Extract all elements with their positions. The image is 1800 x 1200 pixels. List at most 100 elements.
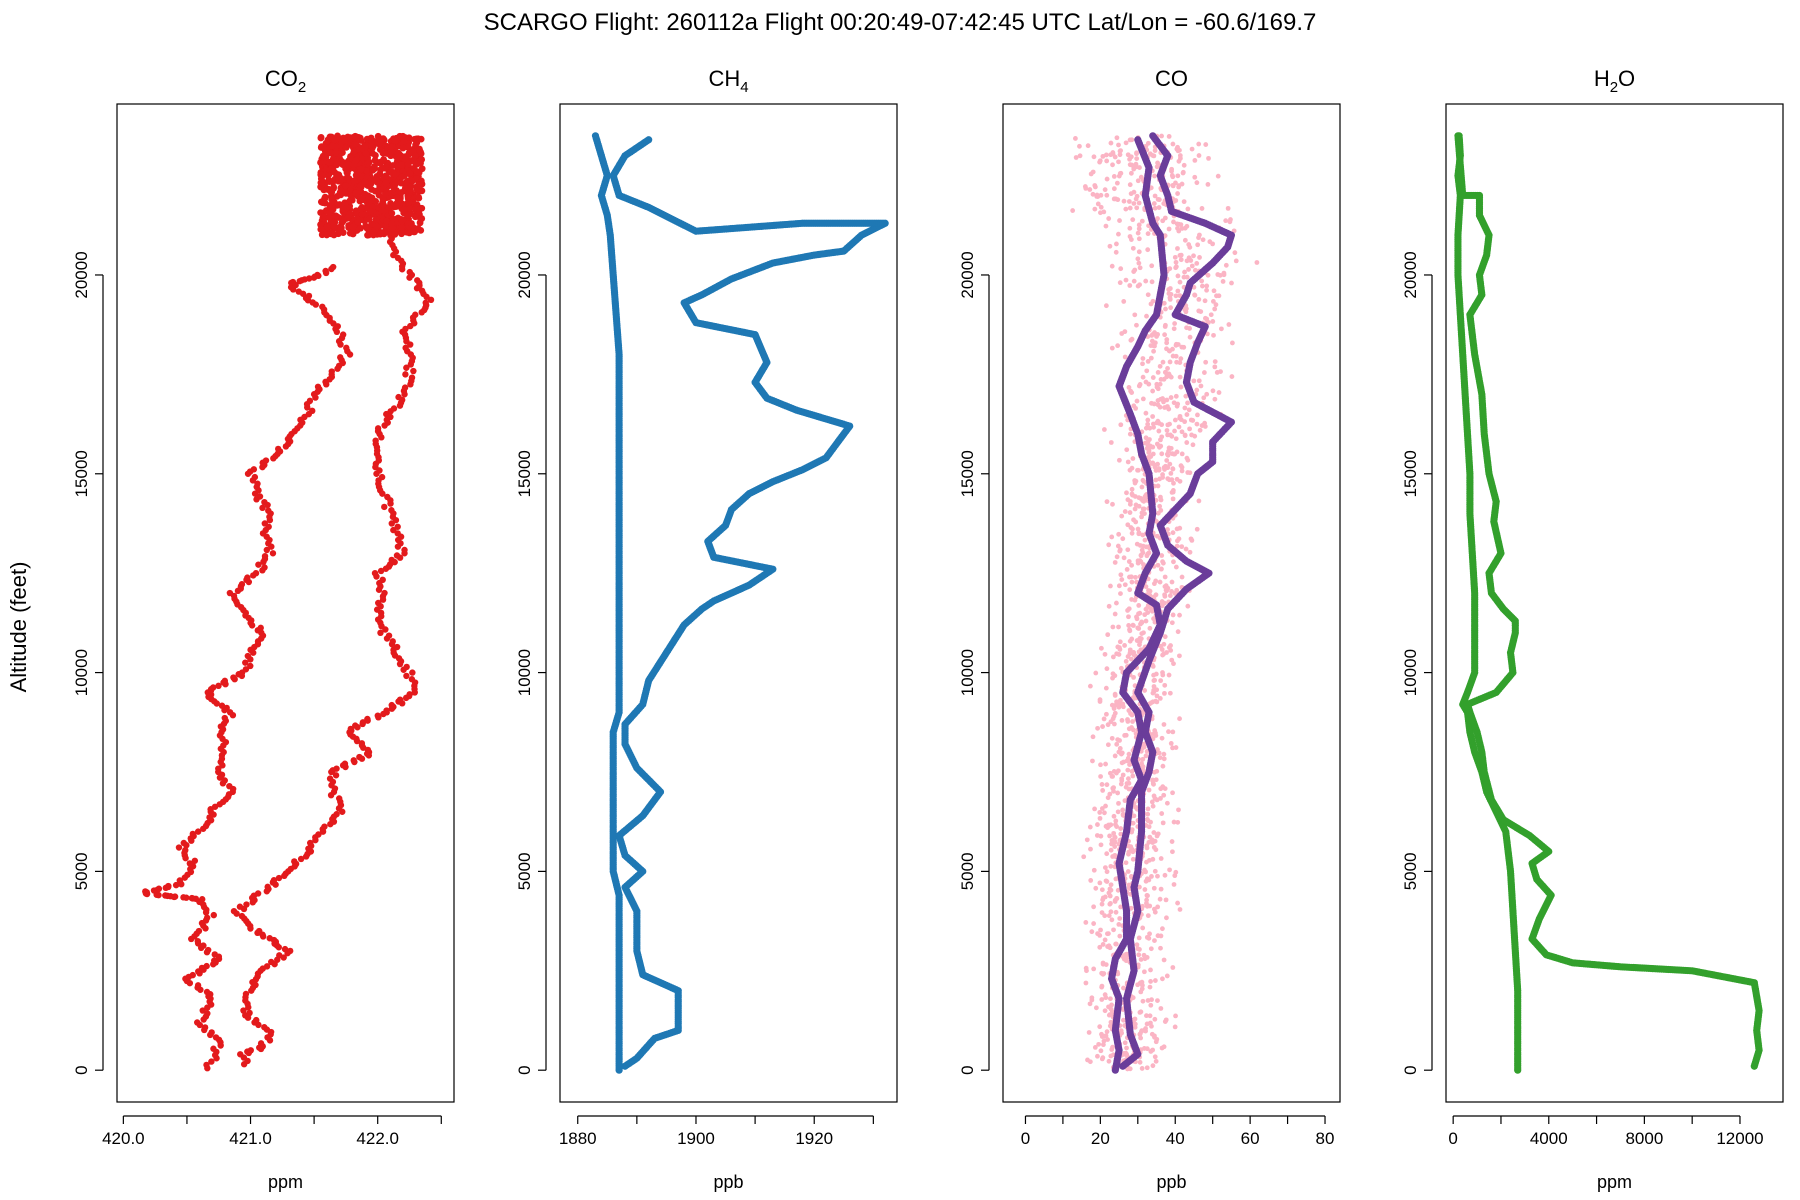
data-point xyxy=(1122,354,1128,360)
data-point xyxy=(1152,1054,1158,1060)
data-point xyxy=(1155,386,1161,392)
data-point xyxy=(186,860,194,867)
data-point xyxy=(1112,834,1117,840)
data-point xyxy=(1218,326,1224,332)
data-point xyxy=(1169,620,1175,626)
data-point xyxy=(399,144,407,152)
data-point xyxy=(1142,956,1148,962)
data-point xyxy=(1142,887,1148,892)
data-point xyxy=(1090,734,1096,740)
data-point xyxy=(338,175,346,183)
data-point xyxy=(1136,249,1142,255)
data-point xyxy=(208,1029,215,1036)
data-point xyxy=(1100,153,1106,159)
data-point xyxy=(374,188,382,196)
data-point xyxy=(358,740,366,747)
data-point xyxy=(1122,798,1128,804)
data-point xyxy=(242,990,250,998)
data-point xyxy=(388,507,395,514)
data-point xyxy=(1105,742,1111,748)
data-point xyxy=(1129,636,1135,642)
data-point xyxy=(1144,1021,1150,1027)
data-point xyxy=(402,344,409,352)
data-point xyxy=(406,268,413,276)
data-point xyxy=(1097,810,1103,815)
data-point xyxy=(1210,388,1216,394)
data-point xyxy=(1130,719,1135,724)
data-point xyxy=(1189,146,1195,152)
data-point xyxy=(417,159,424,167)
data-point xyxy=(1116,921,1122,927)
data-point xyxy=(1205,182,1211,187)
data-point xyxy=(1159,735,1165,741)
data-point xyxy=(1182,405,1188,411)
data-point xyxy=(1155,369,1161,375)
data-point xyxy=(1201,370,1207,375)
data-point xyxy=(254,480,261,487)
data-point xyxy=(1212,306,1218,312)
data-point xyxy=(342,182,350,190)
data-point xyxy=(1157,444,1162,450)
data-point xyxy=(1126,623,1132,628)
data-point xyxy=(1131,813,1137,819)
data-point xyxy=(1192,433,1198,439)
data-point xyxy=(1158,795,1163,801)
data-point xyxy=(226,782,233,790)
data-point xyxy=(1172,321,1178,326)
data-point xyxy=(250,466,258,473)
data-point xyxy=(1164,800,1170,806)
data-point xyxy=(1138,1009,1144,1015)
data-point xyxy=(1124,490,1129,496)
data-point xyxy=(1112,673,1118,679)
data-point xyxy=(1115,790,1121,796)
data-point xyxy=(1163,587,1169,593)
data-point xyxy=(1111,813,1117,819)
data-point xyxy=(1123,860,1129,866)
data-point xyxy=(1119,513,1125,519)
data-point xyxy=(237,1051,244,1058)
data-point xyxy=(375,599,382,607)
data-point xyxy=(1131,674,1136,680)
data-point xyxy=(1136,531,1142,537)
data-point xyxy=(1170,965,1176,970)
data-point xyxy=(1204,283,1210,289)
data-point xyxy=(1133,161,1139,167)
data-point xyxy=(1106,603,1112,609)
data-point xyxy=(1148,454,1154,459)
data-point xyxy=(1170,745,1175,751)
data-point xyxy=(1149,279,1155,285)
data-point xyxy=(1118,697,1123,703)
data-point xyxy=(1167,296,1173,302)
data-point xyxy=(1133,478,1139,484)
data-point xyxy=(1147,1013,1153,1019)
data-point xyxy=(1116,800,1121,806)
data-point xyxy=(326,149,334,157)
data-point xyxy=(1161,751,1167,757)
data-point xyxy=(1115,809,1121,815)
data-point xyxy=(1199,206,1205,211)
data-point xyxy=(1158,856,1164,861)
data-point xyxy=(378,473,386,481)
data-point xyxy=(1213,302,1219,308)
data-point xyxy=(371,156,379,164)
data-point xyxy=(255,561,262,568)
data-point xyxy=(1111,721,1117,727)
x-tick-label: 420.0 xyxy=(102,1129,145,1148)
data-point xyxy=(1118,904,1124,910)
data-point xyxy=(1126,726,1132,732)
data-point xyxy=(1127,234,1133,239)
data-point xyxy=(1095,201,1101,207)
data-point xyxy=(333,811,340,818)
data-point xyxy=(339,205,347,212)
data-point xyxy=(1135,467,1140,473)
data-point xyxy=(1157,476,1162,482)
data-point xyxy=(1103,223,1109,229)
series-ch4-1 xyxy=(609,136,889,1070)
x-tick-label: 422.0 xyxy=(356,1129,399,1148)
data-point xyxy=(1194,526,1200,532)
series-co2-1 xyxy=(230,232,435,1068)
data-point xyxy=(1159,133,1164,139)
data-point xyxy=(1089,997,1095,1003)
